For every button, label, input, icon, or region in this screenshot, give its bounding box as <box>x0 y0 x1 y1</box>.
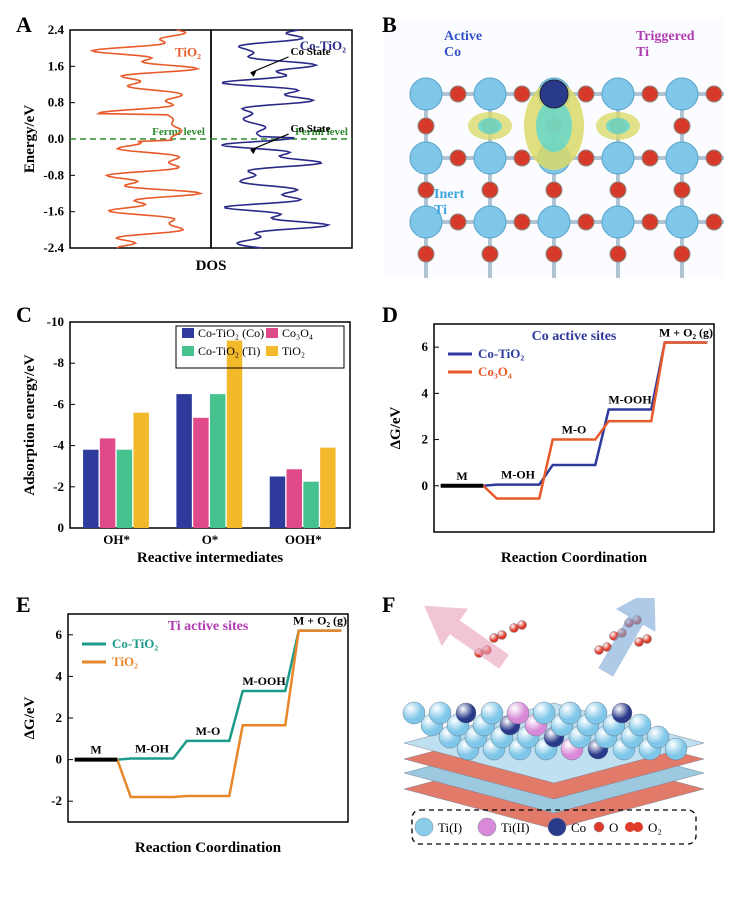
panel-d: D 0246ΔG/eVReaction CoordinationCo activ… <box>384 308 724 568</box>
svg-text:O₂: O₂ <box>648 820 662 835</box>
svg-text:Active: Active <box>444 29 482 44</box>
svg-text:6: 6 <box>56 627 63 642</box>
svg-text:0: 0 <box>56 752 63 767</box>
svg-text:0.0: 0.0 <box>48 131 64 146</box>
svg-text:-6: -6 <box>53 396 64 411</box>
svg-text:0.8: 0.8 <box>48 95 65 110</box>
svg-text:DOS: DOS <box>196 258 227 274</box>
panel-letter-e: E <box>16 592 31 618</box>
svg-text:2: 2 <box>56 710 63 725</box>
panel-letter-b: B <box>382 12 397 38</box>
svg-text:4: 4 <box>56 668 63 683</box>
svg-text:4: 4 <box>422 385 429 400</box>
svg-text:-4: -4 <box>53 438 64 453</box>
panel-f: F Ti(I)Ti(II)CoOO₂ <box>384 598 724 858</box>
svg-text:-2: -2 <box>53 479 64 494</box>
svg-text:Energy/eV: Energy/eV <box>22 105 38 173</box>
svg-text:Adsorption energy/eV: Adsorption energy/eV <box>22 354 38 495</box>
svg-text:M + O₂ (g): M + O₂ (g) <box>659 325 713 339</box>
svg-text:-2: -2 <box>51 793 62 808</box>
panel-b: B ActiveCoTriggeredTiInertTi <box>384 18 724 278</box>
svg-text:O*: O* <box>202 532 219 547</box>
svg-text:ΔG/eV: ΔG/eV <box>388 406 404 449</box>
svg-text:M-OOH: M-OOH <box>608 393 652 407</box>
svg-text:Reaction Coordination: Reaction Coordination <box>135 840 282 856</box>
svg-text:M-OH: M-OH <box>135 742 170 756</box>
svg-text:Ti: Ti <box>434 203 447 218</box>
svg-text:M-OOH: M-OOH <box>242 674 286 688</box>
svg-text:Co State: Co State <box>291 46 331 58</box>
svg-text:Ti active sites: Ti active sites <box>168 619 249 634</box>
svg-text:1.6: 1.6 <box>48 58 65 73</box>
svg-text:M: M <box>456 469 467 483</box>
svg-text:Co active sites: Co active sites <box>532 329 617 344</box>
svg-text:Co State: Co State <box>291 123 331 135</box>
svg-text:-0.8: -0.8 <box>43 167 64 182</box>
svg-text:6: 6 <box>422 339 429 354</box>
svg-text:Co-TiO₂ (Co): Co-TiO₂ (Co) <box>198 326 264 340</box>
svg-text:-2.4: -2.4 <box>43 240 64 255</box>
panel-letter-d: D <box>382 302 398 328</box>
dos-plot: -2.4-1.6-0.80.00.81.62.4Energy/eVDOSFerm… <box>18 18 358 278</box>
svg-text:M-OH: M-OH <box>501 468 536 482</box>
svg-text:-8: -8 <box>53 355 64 370</box>
svg-text:-10: -10 <box>47 314 64 329</box>
svg-text:0: 0 <box>422 478 429 493</box>
svg-text:Co-TiO₂: Co-TiO₂ <box>112 636 158 651</box>
panel-a: A -2.4-1.6-0.80.00.81.62.4Energy/eVDOSFe… <box>18 18 358 278</box>
svg-text:2.4: 2.4 <box>48 22 65 37</box>
svg-text:Co: Co <box>444 45 461 60</box>
adsorption-bar-chart: 0 -2 -4 -6 -8 -10 Adsorption energy/eV Reactive… <box>18 308 358 568</box>
step-chart-ti: -2 0 2 4 6 ΔG/eV Reaction Coordination Ti activ… <box>18 598 358 858</box>
svg-text:Co: Co <box>571 820 586 835</box>
svg-text:Reaction Coordination: Reaction Coordination <box>501 550 648 566</box>
structure-render: ActiveCoTriggeredTiInertTi <box>384 18 724 278</box>
panel-letter-a: A <box>16 12 32 38</box>
svg-text:M: M <box>90 743 101 757</box>
svg-text:Co₃O₄: Co₃O₄ <box>478 364 512 379</box>
svg-text:-1.6: -1.6 <box>43 204 64 219</box>
schematic-3d: Ti(I) Ti(II) Co O O₂ <box>384 598 724 858</box>
svg-text:ΔG/eV: ΔG/eV <box>22 696 38 739</box>
svg-text:M-O: M-O <box>196 724 221 738</box>
svg-text:TiO₂: TiO₂ <box>175 45 201 60</box>
panel-letter-f: F <box>382 592 395 618</box>
svg-text:Reactive intermediates: Reactive intermediates <box>137 550 283 566</box>
svg-text:Ti(II): Ti(II) <box>501 820 529 835</box>
svg-text:OH*: OH* <box>103 532 130 547</box>
svg-text:Inert: Inert <box>434 187 465 202</box>
svg-text:Co-TiO₂: Co-TiO₂ <box>478 346 524 361</box>
svg-text:TiO₂: TiO₂ <box>112 654 138 669</box>
panel-c: C 0-2-4-6-8-10Adsorption energy/eVReacti… <box>18 308 358 568</box>
svg-text:Co₃O₄: Co₃O₄ <box>282 326 313 340</box>
svg-text:Ti(I): Ti(I) <box>438 820 462 835</box>
svg-text:0: 0 <box>58 520 65 535</box>
svg-text:Ti: Ti <box>636 45 649 60</box>
svg-text:Co-TiO₂ (Ti): Co-TiO₂ (Ti) <box>198 344 260 358</box>
panel-letter-c: C <box>16 302 32 328</box>
svg-text:OOH*: OOH* <box>285 532 322 547</box>
svg-text:M-O: M-O <box>562 423 587 437</box>
svg-text:M + O₂ (g): M + O₂ (g) <box>293 614 347 628</box>
panel-e: E -20246ΔG/eVReaction CoordinationTi act… <box>18 598 358 858</box>
svg-text:Triggered: Triggered <box>636 29 695 44</box>
svg-text:O: O <box>609 820 618 835</box>
svg-text:2: 2 <box>422 432 429 447</box>
svg-text:TiO₂: TiO₂ <box>282 344 305 358</box>
step-chart-co: 0 2 4 6 ΔG/eV Reaction Coordination Co active … <box>384 308 724 568</box>
